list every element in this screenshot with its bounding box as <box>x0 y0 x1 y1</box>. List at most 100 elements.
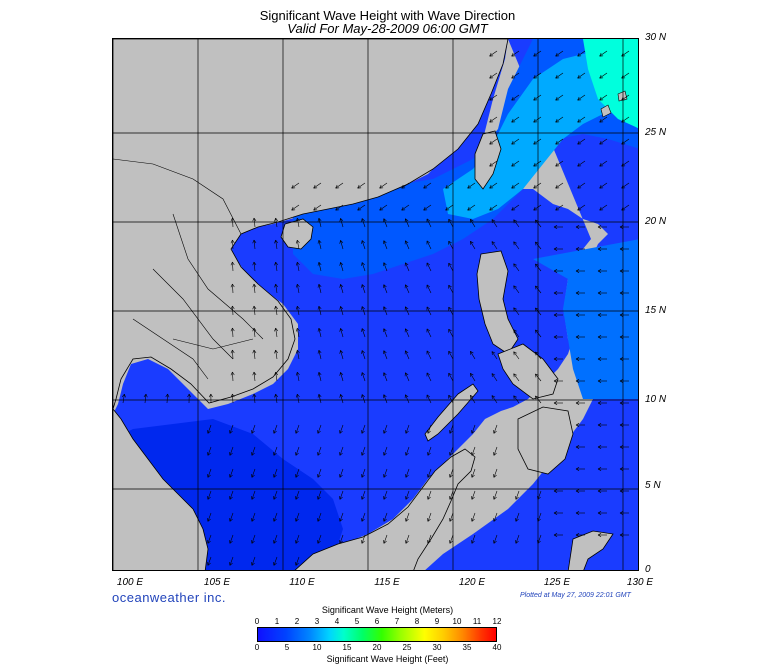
wave-arrow-head <box>361 262 365 266</box>
wave-arrow-head <box>297 371 300 376</box>
wave-arrow-head <box>619 292 624 295</box>
wave-arrow-head <box>423 206 426 211</box>
wave-arrow-head <box>317 218 320 222</box>
wave-arrow-head <box>577 118 580 123</box>
wave-arrow <box>122 394 125 404</box>
wave-arrow-head <box>405 540 409 544</box>
wave-arrow-head <box>317 262 320 266</box>
wave-arrow-head <box>230 283 233 288</box>
wave-arrow <box>232 327 234 338</box>
wave-arrow <box>599 116 608 123</box>
wave-arrow-head <box>275 261 279 266</box>
wave-arrow-head <box>619 379 624 382</box>
wave-arrow <box>555 138 564 145</box>
wave-arrow-head <box>297 393 300 398</box>
wave-arrow <box>445 182 454 189</box>
meter-tick-label: 8 <box>414 617 420 626</box>
feet-tick-label: 40 <box>492 643 502 652</box>
wave-arrow-head <box>423 184 426 189</box>
wave-arrow <box>621 160 630 167</box>
wave-arrow <box>251 446 256 456</box>
wave-arrow <box>489 182 498 189</box>
wave-arrow <box>599 50 608 57</box>
wave-arrow <box>621 50 630 57</box>
wave-arrow-head <box>619 380 624 383</box>
wave-arrow <box>251 490 256 500</box>
visayas-islands <box>497 343 559 400</box>
wave-arrow-head <box>619 534 624 537</box>
wave-arrow-head <box>318 218 322 222</box>
wave-arrow-head <box>207 540 211 544</box>
wave-arrow <box>357 204 366 211</box>
wave-arrow-head <box>513 241 517 244</box>
wave-arrow <box>357 182 366 189</box>
wave-arrow-head <box>597 511 602 514</box>
lat-label-15n: 15 N <box>645 305 667 316</box>
wave-arrow-head <box>274 306 276 310</box>
wave-arrow <box>493 512 498 522</box>
lon-label-120e: 120 E <box>458 577 486 588</box>
wave-arrow-head <box>597 247 602 250</box>
wave-arrow-head <box>597 336 602 339</box>
wave-arrow-head <box>491 395 496 398</box>
wave-arrow <box>555 182 564 189</box>
wave-arrow-head <box>253 305 257 310</box>
wave-arrow-head <box>426 372 431 376</box>
wave-arrow <box>232 371 234 382</box>
wave-arrow-head <box>229 562 233 566</box>
wave-arrow <box>383 284 388 294</box>
wave-arrow <box>448 372 454 382</box>
wave-arrow-head <box>533 74 536 79</box>
wave-arrow-head <box>489 52 492 57</box>
wave-arrow-head <box>553 358 558 361</box>
wave-arrow-head <box>339 517 341 522</box>
wave-arrow-head <box>619 424 624 427</box>
wave-arrow-head <box>253 239 257 244</box>
wave-arrow-head <box>188 393 192 398</box>
wave-arrow <box>232 305 234 316</box>
wave-arrow-head <box>575 534 580 537</box>
wave-arrow-head <box>597 225 602 228</box>
wave-arrow <box>449 468 454 478</box>
wave-arrow <box>339 490 344 500</box>
wave-arrow <box>427 512 432 522</box>
wave-arrow-head <box>383 451 385 456</box>
wave-arrow <box>166 394 168 404</box>
wave-arrow-head <box>339 218 341 222</box>
wave-arrow-head <box>317 451 319 456</box>
wave-arrow-head <box>339 496 343 500</box>
wave-arrow <box>426 262 432 272</box>
wave-arrow <box>470 351 476 360</box>
wave-band-peak <box>583 39 638 129</box>
wave-arrow-head <box>273 540 277 544</box>
wave-arrow-head <box>619 226 624 229</box>
wave-arrow-head <box>575 489 580 492</box>
wave-arrow-head <box>383 517 385 522</box>
wave-arrow-head <box>383 539 385 544</box>
wave-arrow-head <box>361 372 363 376</box>
wave-arrow <box>448 218 454 228</box>
wave-arrow-head <box>621 162 624 167</box>
wave-arrow <box>426 350 432 360</box>
wave-arrow-head <box>208 393 212 398</box>
wave-arrow-head <box>361 496 365 500</box>
wave-arrow <box>471 490 476 500</box>
wave-arrow <box>511 94 520 101</box>
wave-arrow-head <box>230 393 233 398</box>
wave-arrow-head <box>253 261 257 266</box>
wave-arrow <box>535 307 542 316</box>
wave-arrow <box>449 534 454 544</box>
wave-arrow <box>405 534 410 544</box>
lon-label-100e: 100 E <box>116 577 144 588</box>
wave-arrow-head <box>597 445 602 448</box>
wave-arrow-head <box>575 423 580 426</box>
meter-tick-label: 1 <box>274 617 280 626</box>
wave-arrow-head <box>318 328 322 332</box>
wave-arrow <box>405 446 410 456</box>
wave-arrow <box>232 393 234 404</box>
wave-arrow-head <box>471 451 473 456</box>
wave-arrow <box>317 446 322 456</box>
wave-arrow-head <box>597 357 602 360</box>
wave-arrow-head <box>251 540 255 544</box>
wave-arrow-head <box>597 314 602 317</box>
